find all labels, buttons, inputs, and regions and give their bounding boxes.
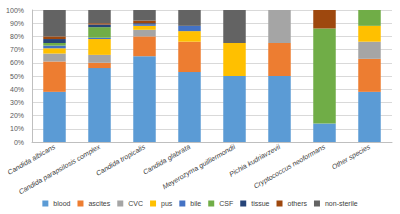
- svg-text:90%: 90%: [10, 20, 24, 27]
- svg-text:Candida albicans: Candida albicans: [6, 143, 57, 176]
- svg-text:70%: 70%: [10, 46, 24, 53]
- svg-text:Candida tropicalis: Candida tropicalis: [95, 143, 148, 178]
- svg-text:20%: 20%: [10, 112, 24, 119]
- svg-text:ascites: ascites: [88, 200, 110, 207]
- svg-text:40%: 40%: [10, 86, 24, 93]
- svg-text:pus: pus: [161, 200, 173, 208]
- svg-text:100%: 100%: [6, 7, 24, 14]
- svg-text:80%: 80%: [10, 33, 24, 40]
- svg-text:Other species: Other species: [330, 143, 372, 172]
- svg-text:non-sterile: non-sterile: [325, 200, 358, 207]
- svg-text:0%: 0%: [14, 139, 24, 146]
- svg-text:Cryptococcus neoformans: Cryptococcus neoformans: [252, 143, 327, 191]
- svg-text:CVC: CVC: [128, 200, 143, 207]
- svg-text:bile: bile: [190, 200, 201, 207]
- svg-text:60%: 60%: [10, 59, 24, 66]
- svg-text:others: others: [288, 200, 308, 207]
- svg-text:blood: blood: [53, 200, 70, 207]
- svg-text:tissue: tissue: [251, 200, 269, 207]
- svg-text:Meyerozyma guilliermondii: Meyerozyma guilliermondii: [161, 143, 237, 191]
- svg-text:50%: 50%: [10, 73, 24, 80]
- svg-text:CSF: CSF: [219, 200, 233, 207]
- svg-text:Pichia kudriavzevii: Pichia kudriavzevii: [228, 143, 282, 178]
- svg-text:30%: 30%: [10, 99, 24, 106]
- svg-text:Candida parapsilosis complex: Candida parapsilosis complex: [17, 143, 102, 197]
- svg-text:10%: 10%: [10, 125, 24, 132]
- svg-text:Candida glabrata: Candida glabrata: [141, 143, 192, 176]
